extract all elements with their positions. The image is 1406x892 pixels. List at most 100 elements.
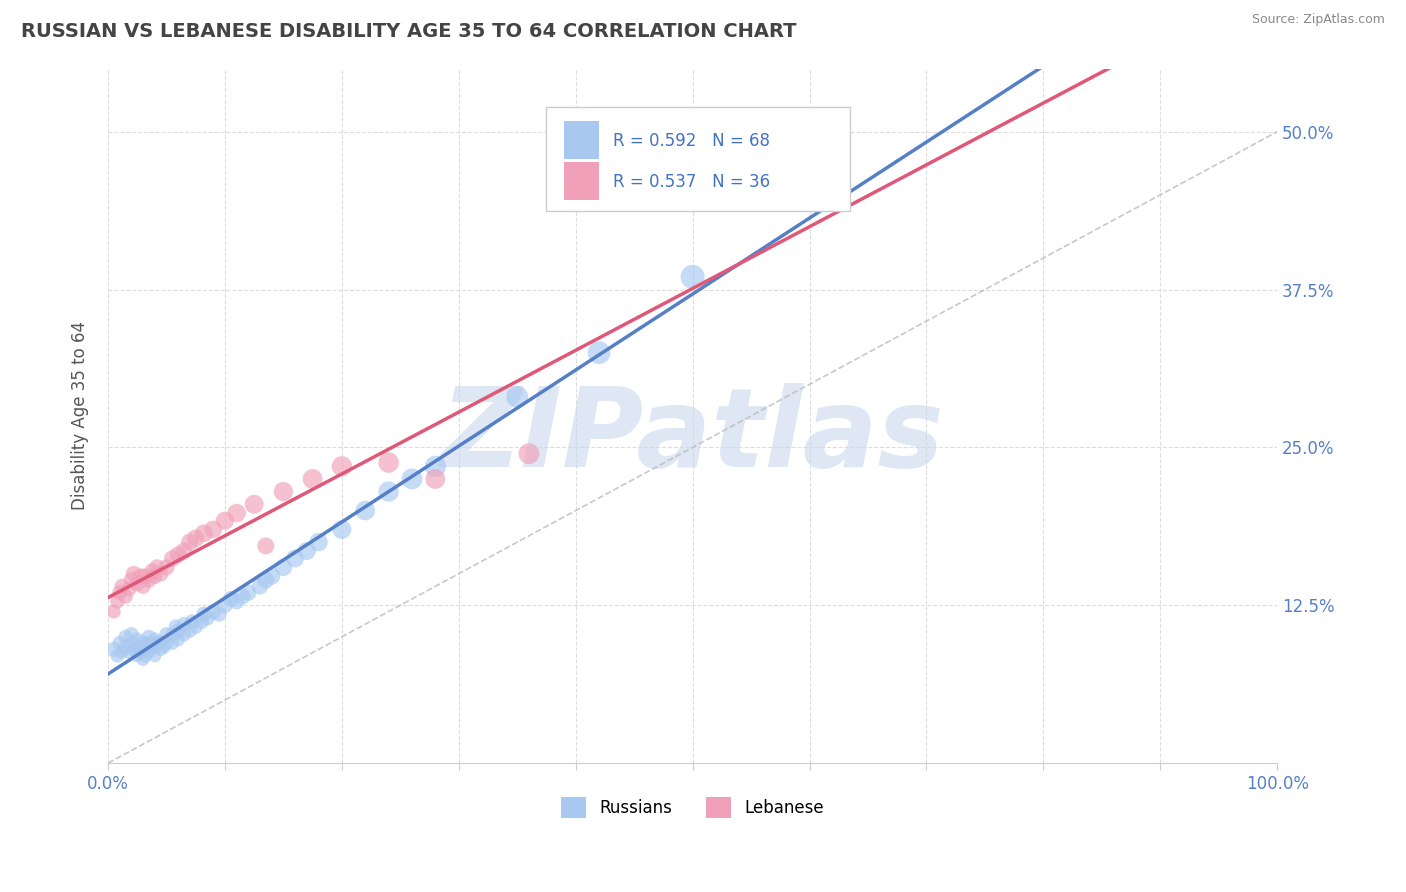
Point <box>103 605 125 619</box>
Point <box>517 447 540 461</box>
Text: Source: ZipAtlas.com: Source: ZipAtlas.com <box>1251 13 1385 27</box>
Point <box>401 472 423 486</box>
Point <box>167 632 190 647</box>
Point <box>120 573 142 587</box>
Text: R = 0.592   N = 68: R = 0.592 N = 68 <box>613 132 770 150</box>
Point <box>273 484 295 499</box>
Point <box>149 635 172 649</box>
Point <box>108 636 131 650</box>
Point <box>143 648 166 663</box>
Point <box>167 548 190 562</box>
Point <box>190 615 212 629</box>
Point <box>105 648 128 663</box>
FancyBboxPatch shape <box>547 107 851 211</box>
Point <box>184 532 207 546</box>
Point <box>254 539 277 553</box>
Point <box>243 497 266 511</box>
Point <box>129 569 152 583</box>
Point <box>821 181 844 195</box>
Text: RUSSIAN VS LEBANESE DISABILITY AGE 35 TO 64 CORRELATION CHART: RUSSIAN VS LEBANESE DISABILITY AGE 35 TO… <box>21 22 797 41</box>
Point <box>127 648 149 663</box>
Point <box>179 624 201 638</box>
Point <box>143 640 166 654</box>
Point <box>377 484 399 499</box>
Point <box>181 615 204 629</box>
Point <box>425 472 447 486</box>
Point <box>143 632 166 647</box>
Point <box>162 551 184 566</box>
Point <box>138 645 160 659</box>
Point <box>179 535 201 549</box>
Point <box>103 642 125 657</box>
Point <box>295 544 318 558</box>
Point <box>138 636 160 650</box>
Point <box>141 640 163 654</box>
Point <box>143 569 166 583</box>
Point <box>111 645 134 659</box>
Point <box>127 576 149 591</box>
Point <box>127 632 149 647</box>
Point <box>219 591 242 606</box>
Point <box>114 630 136 644</box>
Point <box>149 642 172 657</box>
Point <box>254 573 277 587</box>
Point <box>231 590 253 604</box>
Point <box>134 639 156 653</box>
Point <box>273 560 295 574</box>
Point <box>377 456 399 470</box>
Point <box>173 617 195 632</box>
Point <box>354 503 377 517</box>
Point <box>146 636 169 650</box>
Point <box>193 607 215 621</box>
Point <box>155 636 177 650</box>
Point <box>308 535 330 549</box>
Point <box>118 645 141 659</box>
Text: R = 0.537   N = 36: R = 0.537 N = 36 <box>613 173 770 192</box>
Point <box>173 544 195 558</box>
Point <box>122 566 145 581</box>
Point <box>149 566 172 581</box>
Point <box>132 642 155 657</box>
Text: ZIPatlas: ZIPatlas <box>440 384 945 491</box>
Point <box>155 560 177 574</box>
Point <box>132 579 155 593</box>
Point <box>249 579 271 593</box>
Point <box>127 640 149 654</box>
Point <box>138 573 160 587</box>
Point <box>821 150 844 164</box>
Point <box>165 620 187 634</box>
Point <box>238 585 260 599</box>
Point <box>120 636 142 650</box>
Point <box>108 585 131 599</box>
Point <box>506 390 529 404</box>
Point <box>105 594 128 608</box>
Point <box>120 627 142 641</box>
Point <box>132 635 155 649</box>
Point <box>134 648 156 663</box>
FancyBboxPatch shape <box>564 162 599 201</box>
FancyBboxPatch shape <box>564 120 599 159</box>
Point <box>202 523 225 537</box>
Point <box>301 472 323 486</box>
Point <box>425 459 447 474</box>
Point <box>195 611 218 625</box>
Point <box>114 640 136 654</box>
Point <box>141 564 163 578</box>
Point <box>330 459 353 474</box>
Point <box>184 620 207 634</box>
Point <box>214 514 236 528</box>
Point <box>134 569 156 583</box>
Point <box>208 607 231 621</box>
Point <box>193 526 215 541</box>
Point <box>202 605 225 619</box>
Point <box>114 590 136 604</box>
Point <box>682 269 704 284</box>
Point <box>225 506 247 520</box>
Point <box>146 560 169 574</box>
Point <box>173 627 195 641</box>
Y-axis label: Disability Age 35 to 64: Disability Age 35 to 64 <box>72 321 89 510</box>
Point <box>129 645 152 659</box>
Point <box>260 569 283 583</box>
Point <box>162 627 184 641</box>
Point <box>588 345 610 359</box>
